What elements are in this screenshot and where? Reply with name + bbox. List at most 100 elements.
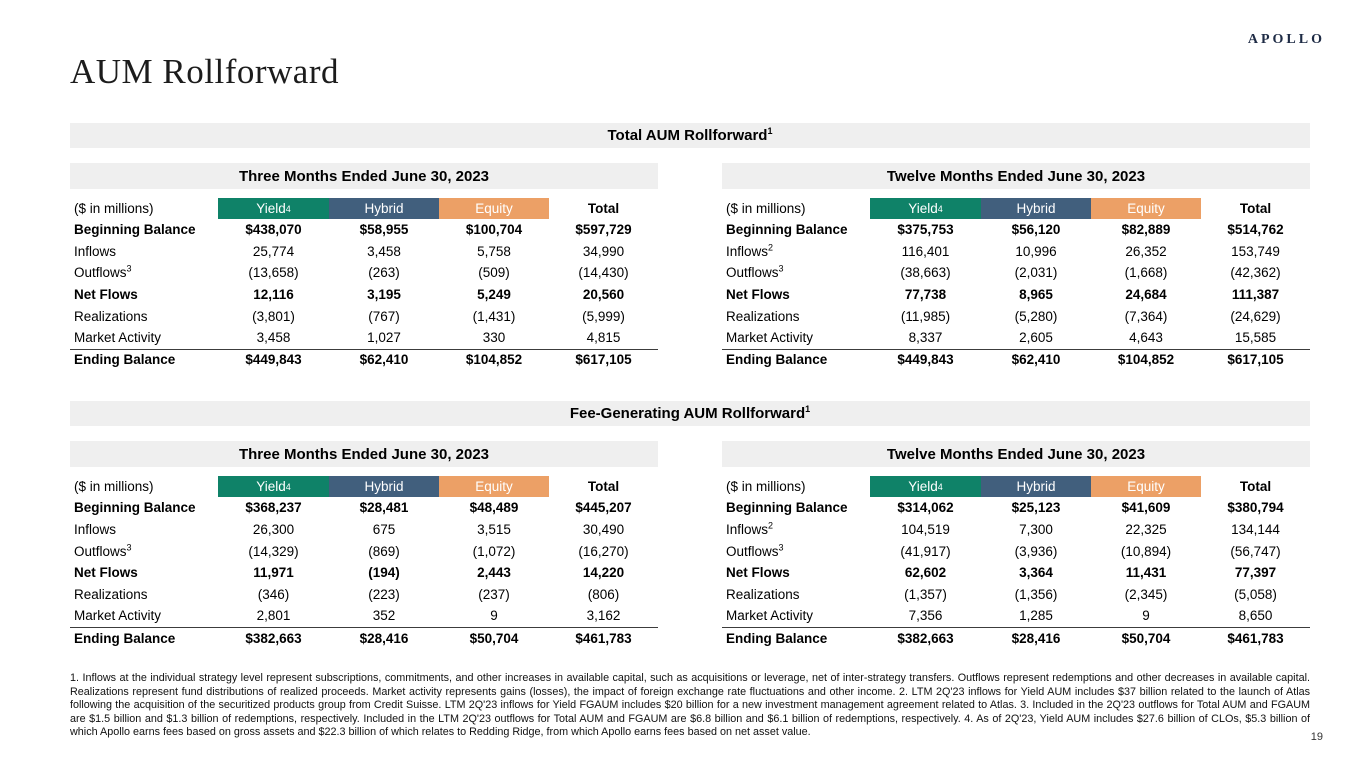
cell-total: (14,430) (578, 265, 629, 281)
cell-hybrid: (223) (368, 586, 400, 602)
cell-total: 14,220 (582, 565, 625, 581)
cell-equity: 9 (1142, 608, 1150, 624)
table-row: Market Activity 3,458 1,027 330 4,815 (70, 327, 658, 349)
cell-equity: (237) (478, 586, 510, 602)
cell-total: 4,815 (586, 330, 621, 346)
cell-total: (56,747) (1230, 543, 1281, 559)
cell-hybrid: (869) (368, 543, 400, 559)
cell-equity: 5,758 (477, 243, 511, 259)
cell-total: 15,585 (1234, 330, 1277, 346)
cell-total: 20,560 (582, 287, 625, 303)
table-row: Net Flows 11,971 (194) 2,443 14,220 (70, 562, 658, 584)
row-label: Net Flows (74, 565, 138, 581)
column-header-total: Total (1239, 201, 1272, 216)
cell-equity: 26,352 (1125, 243, 1167, 259)
table-row: Ending Balance $449,843 $62,410 $104,852… (722, 348, 1310, 371)
cell-equity: $48,489 (469, 500, 519, 516)
column-header-yield: Yield 4 (870, 476, 981, 498)
aum-table: Twelve Months Ended June 30, 2023 ($ in … (722, 163, 1310, 370)
row-label: Beginning Balance (726, 222, 848, 238)
table-row: Realizations (1,357) (1,356) (2,345) (5,… (722, 584, 1310, 606)
cell-equity: 3,515 (477, 522, 511, 538)
cell-equity: 24,684 (1125, 287, 1167, 303)
period-header: Three Months Ended June 30, 2023 (70, 163, 658, 189)
section-header-bar: Fee-Generating AUM Rollforward1 (70, 401, 1310, 427)
table-row: Realizations (3,801) (767) (1,431) (5,99… (70, 305, 658, 327)
cell-hybrid: 3,364 (1019, 565, 1053, 581)
cell-hybrid: $62,410 (359, 352, 409, 368)
cell-equity: 11,431 (1125, 565, 1167, 581)
cell-yield: $438,070 (245, 222, 302, 238)
table-header-row: ($ in millions) Yield 4 Hybrid Equity Tot… (70, 476, 658, 498)
cell-hybrid: 3,195 (367, 287, 401, 303)
cell-total: (806) (587, 586, 620, 602)
column-header-hybrid: Hybrid (329, 476, 439, 498)
cell-hybrid: (3,936) (1014, 543, 1058, 559)
table-header-row: ($ in millions) Yield 4 Hybrid Equity Tot… (70, 198, 658, 219)
cell-hybrid: $58,955 (359, 222, 409, 238)
unit-label: ($ in millions) (74, 201, 154, 216)
cell-equity: (509) (478, 265, 510, 281)
cell-hybrid: $56,120 (1011, 222, 1061, 238)
cell-total: $514,762 (1227, 222, 1284, 238)
cell-equity: $100,704 (465, 222, 523, 238)
cell-total: $445,207 (575, 500, 632, 516)
cell-yield: 26,300 (252, 522, 295, 538)
cell-hybrid: (1,356) (1014, 586, 1058, 602)
row-label: Ending Balance (74, 630, 176, 646)
table-row: Outflows3 (38,663) (2,031) (1,668) (42,3… (722, 262, 1310, 284)
table-body: Beginning Balance $368,237 $28,481 $48,4… (70, 497, 658, 648)
cell-hybrid: (2,031) (1014, 265, 1058, 281)
cell-hybrid: 2,605 (1019, 330, 1053, 346)
row-label: Realizations (726, 308, 800, 324)
row-label: Market Activity (726, 330, 814, 346)
row-label: Inflows2 (726, 520, 774, 538)
row-label: Inflows (74, 522, 117, 538)
cell-equity: (1,431) (472, 308, 516, 324)
cell-hybrid: $62,410 (1011, 352, 1061, 368)
table-row: Market Activity 2,801 352 9 3,162 (70, 605, 658, 627)
table-row: Beginning Balance $368,237 $28,481 $48,4… (70, 497, 658, 519)
cell-total: $461,783 (575, 630, 632, 646)
table-row: Net Flows 77,738 8,965 24,684 111,387 (722, 284, 1310, 306)
cell-total: (5,058) (1234, 586, 1277, 602)
period-header: Three Months Ended June 30, 2023 (70, 441, 658, 468)
unit-label: ($ in millions) (726, 479, 806, 495)
cell-yield: 3,458 (256, 330, 291, 346)
aum-section: Fee-Generating AUM Rollforward1 Three Mo… (70, 401, 1310, 648)
cell-equity: (2,345) (1124, 586, 1168, 602)
column-header-total: Total (587, 201, 620, 216)
column-header-yield: Yield 4 (218, 198, 329, 219)
section-title: Total AUM Rollforward1 (607, 126, 773, 145)
column-header-hybrid: Hybrid (329, 198, 439, 219)
cell-equity: (7,364) (1124, 308, 1168, 324)
cell-equity: 330 (482, 330, 506, 346)
aum-table: Three Months Ended June 30, 2023 ($ in m… (70, 163, 658, 370)
column-header-equity: Equity (1091, 198, 1201, 219)
cell-yield: (11,985) (900, 308, 951, 324)
column-header-hybrid: Hybrid (981, 476, 1091, 498)
cell-equity: $104,852 (1117, 352, 1175, 368)
cell-total: 134,144 (1231, 522, 1280, 538)
cell-yield: (38,663) (900, 265, 951, 281)
cell-yield: $375,753 (897, 222, 954, 238)
section-title-sup: 1 (767, 126, 773, 136)
footnotes: 1. Inflows at the individual strategy le… (70, 672, 1310, 739)
cell-equity: 5,249 (477, 287, 511, 303)
cell-total: 3,162 (586, 608, 621, 624)
sections: Total AUM Rollforward1 Three Months Ende… (70, 123, 1310, 679)
cell-yield: $449,843 (245, 352, 302, 368)
cell-equity: (1,072) (472, 543, 516, 559)
cell-hybrid: 352 (372, 608, 396, 624)
cell-total: $461,783 (1227, 630, 1284, 646)
table-row: Outflows3 (14,329) (869) (1,072) (16,270… (70, 540, 658, 562)
aum-section: Total AUM Rollforward1 Three Months Ende… (70, 123, 1310, 370)
cell-total: 30,490 (582, 522, 625, 538)
table-row: Ending Balance $382,663 $28,416 $50,704 … (722, 626, 1310, 649)
cell-yield: $382,663 (245, 630, 302, 646)
aum-table: Three Months Ended June 30, 2023 ($ in m… (70, 441, 658, 648)
section-title: Fee-Generating AUM Rollforward1 (570, 405, 810, 423)
cell-yield: 104,519 (901, 522, 950, 538)
cell-total: (24,629) (1230, 308, 1281, 324)
cell-total: $617,105 (575, 352, 632, 368)
